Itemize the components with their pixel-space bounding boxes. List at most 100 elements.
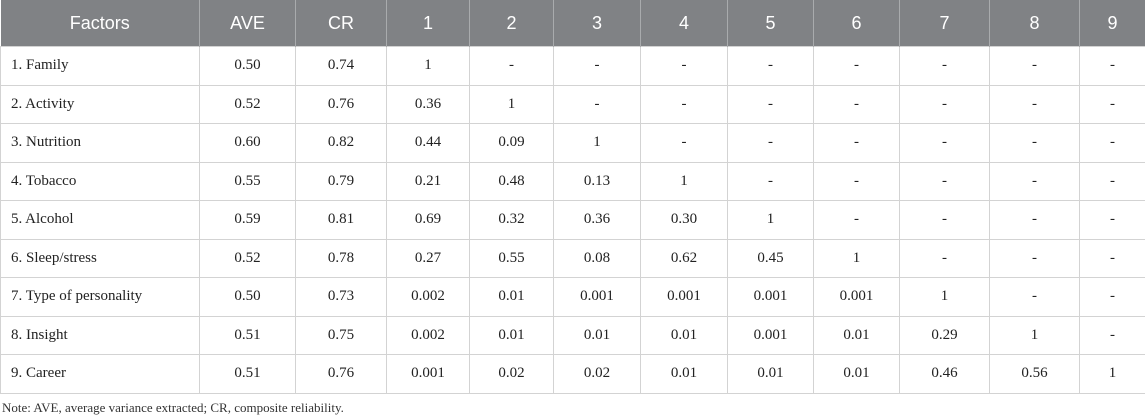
value-cell: 0.81 — [295, 200, 387, 240]
value-cell: 1 — [1079, 354, 1145, 394]
factor-name: 5. Alcohol — [0, 200, 200, 240]
value-cell: 0.44 — [386, 123, 470, 163]
header-cell: 8 — [989, 0, 1080, 47]
value-cell: 1 — [899, 277, 990, 317]
value-cell: 0.001 — [553, 277, 641, 317]
value-cell: - — [553, 46, 641, 86]
header-cell: Factors — [0, 0, 200, 47]
value-cell: 0.75 — [295, 315, 387, 355]
value-cell: 0.01 — [727, 354, 814, 394]
table-row: 9. Career 0.51 0.76 0.001 0.02 0.02 0.01 0.01 0.… — [0, 354, 1145, 394]
table-row: 8. Insight 0.51 0.75 0.002 0.01 0.01 0.01 0.001… — [0, 315, 1145, 355]
value-cell: 0.09 — [469, 123, 554, 163]
value-cell: - — [727, 161, 814, 201]
value-cell: 0.001 — [386, 354, 470, 394]
value-cell: 0.50 — [199, 46, 296, 86]
header-cell: CR — [295, 0, 387, 47]
header-cell: 4 — [640, 0, 728, 47]
value-cell: 0.01 — [813, 354, 900, 394]
value-cell: - — [1079, 123, 1145, 163]
value-cell: - — [989, 277, 1080, 317]
value-cell: - — [989, 123, 1080, 163]
value-cell: 0.51 — [199, 315, 296, 355]
factor-name: 9. Career — [0, 354, 200, 394]
value-cell: 0.01 — [553, 315, 641, 355]
value-cell: - — [640, 46, 728, 86]
value-cell: 1 — [553, 123, 641, 163]
table-row: 5. Alcohol 0.59 0.81 0.69 0.32 0.36 0.30 1- - - - — [0, 200, 1145, 240]
value-cell: - — [1079, 84, 1145, 124]
table-row: 2. Activity 0.52 0.76 0.36 1- - - - - - - — [0, 84, 1145, 124]
factor-name: 3. Nutrition — [0, 123, 200, 163]
value-cell: 0.29 — [899, 315, 990, 355]
value-cell: 1 — [813, 238, 900, 278]
header-row: Factors AVE CR 1 2 3 4 5 6 7 8 9 — [0, 0, 1145, 47]
value-cell: 0.01 — [813, 315, 900, 355]
factor-name: 6. Sleep/stress — [0, 238, 200, 278]
value-cell: 0.001 — [813, 277, 900, 317]
value-cell: 0.55 — [199, 161, 296, 201]
value-cell: - — [813, 84, 900, 124]
value-cell: 0.08 — [553, 238, 641, 278]
value-cell: - — [1079, 200, 1145, 240]
value-cell: 0.76 — [295, 84, 387, 124]
header-cell: 9 — [1079, 0, 1145, 47]
value-cell: - — [813, 123, 900, 163]
value-cell: - — [1079, 277, 1145, 317]
value-cell: 0.36 — [553, 200, 641, 240]
header-cell: 6 — [813, 0, 900, 47]
table-header: Factors AVE CR 1 2 3 4 5 6 7 8 9 — [0, 0, 1145, 47]
value-cell: 0.01 — [640, 354, 728, 394]
table-note: Note: AVE, average variance extracted; C… — [2, 399, 344, 415]
value-cell: - — [989, 84, 1080, 124]
value-cell: - — [899, 238, 990, 278]
value-cell: 0.76 — [295, 354, 387, 394]
value-cell: 0.36 — [386, 84, 470, 124]
value-cell: 0.002 — [386, 315, 470, 355]
value-cell: 0.45 — [727, 238, 814, 278]
value-cell: 0.62 — [640, 238, 728, 278]
table-row: 1. Family 0.50 0.74 1- - - - - - - - — [0, 46, 1145, 86]
header-cell: 1 — [386, 0, 470, 47]
table-row: 6. Sleep/stress 0.52 0.78 0.27 0.55 0.08 0.62 0… — [0, 238, 1145, 278]
value-cell: - — [813, 46, 900, 86]
value-cell: 0.001 — [727, 315, 814, 355]
value-cell: - — [989, 46, 1080, 86]
value-cell: 1 — [989, 315, 1080, 355]
value-cell: - — [727, 46, 814, 86]
value-cell: - — [899, 123, 990, 163]
value-cell: 0.56 — [989, 354, 1080, 394]
value-cell: - — [640, 123, 728, 163]
value-cell: - — [813, 200, 900, 240]
factor-name: 4. Tobacco — [0, 161, 200, 201]
value-cell: - — [727, 84, 814, 124]
value-cell: 0.55 — [469, 238, 554, 278]
value-cell: 0.13 — [553, 161, 641, 201]
table-body: 1. Family 0.50 0.74 1- - - - - - - -2. Activity 0.5… — [0, 46, 1145, 394]
table-row: 4. Tobacco 0.55 0.79 0.21 0.48 0.13 1- - - - - — [0, 161, 1145, 201]
table-row: 3. Nutrition 0.60 0.82 0.44 0.09 1- - - - - - — [0, 123, 1145, 163]
value-cell: 0.01 — [469, 315, 554, 355]
value-cell: 0.02 — [553, 354, 641, 394]
value-cell: 0.82 — [295, 123, 387, 163]
value-cell: - — [1079, 161, 1145, 201]
value-cell: 0.52 — [199, 84, 296, 124]
value-cell: 0.60 — [199, 123, 296, 163]
header-cell: 3 — [553, 0, 641, 47]
value-cell: 0.01 — [640, 315, 728, 355]
value-cell: 1 — [727, 200, 814, 240]
value-cell: - — [899, 200, 990, 240]
correlation-table: Factors AVE CR 1 2 3 4 5 6 7 8 9 1. Family 0.50 0.74 1… — [0, 0, 1145, 394]
value-cell: 0.001 — [640, 277, 728, 317]
value-cell: 0.79 — [295, 161, 387, 201]
factor-name: 8. Insight — [0, 315, 200, 355]
value-cell: - — [989, 161, 1080, 201]
value-cell: 0.002 — [386, 277, 470, 317]
header-cell: 7 — [899, 0, 990, 47]
value-cell: - — [1079, 238, 1145, 278]
header-cell: 2 — [469, 0, 554, 47]
factor-name: 1. Family — [0, 46, 200, 86]
value-cell: 0.50 — [199, 277, 296, 317]
value-cell: - — [727, 123, 814, 163]
